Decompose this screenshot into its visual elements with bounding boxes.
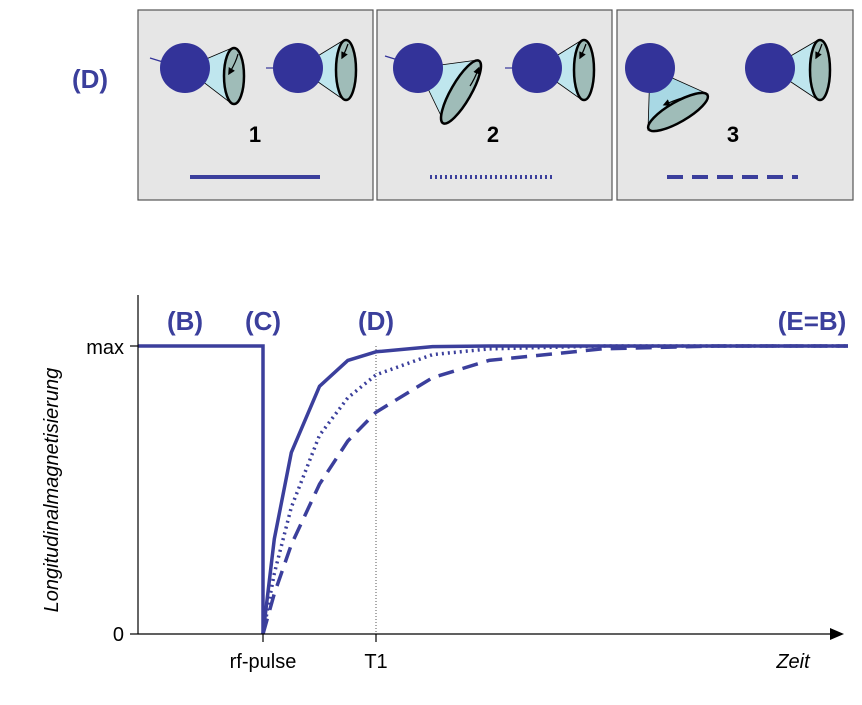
precessing-spin-right bbox=[505, 38, 596, 102]
x-tick-label-rf-pulse: rf-pulse bbox=[230, 651, 297, 673]
panel-number: 2 bbox=[487, 122, 499, 147]
x-axis-label: Zeit bbox=[775, 651, 811, 673]
cone-base-ellipse bbox=[334, 38, 358, 102]
x-tick-label-t1: T1 bbox=[364, 651, 387, 673]
precession-arrow-icon bbox=[579, 43, 587, 60]
precession-panel-3: 3 bbox=[616, 9, 854, 201]
spin-sphere-icon bbox=[393, 43, 443, 93]
spin-sphere-icon bbox=[512, 43, 562, 93]
cone-base-ellipse bbox=[439, 59, 483, 125]
cone-base-ellipse bbox=[222, 46, 246, 106]
spin-sphere-icon bbox=[625, 43, 675, 93]
precession-arrow-icon bbox=[341, 43, 349, 60]
precession-panel-1: 1 bbox=[137, 9, 374, 201]
precession-arrow-icon bbox=[228, 53, 239, 76]
panel-background bbox=[137, 9, 374, 201]
phase-labels: (B) (C) (D) (E=B) bbox=[167, 306, 846, 336]
phase-label-c: (C) bbox=[245, 306, 281, 336]
recovery-curve-dashed bbox=[261, 344, 848, 635]
precession-arrow-icon bbox=[469, 66, 481, 87]
precessing-spin-left bbox=[149, 43, 246, 106]
top-panel-label: (D) bbox=[72, 64, 108, 94]
cone-base-ellipse bbox=[808, 38, 832, 102]
y-tick-label-zero: 0 bbox=[113, 624, 124, 646]
spin-sphere-icon bbox=[745, 43, 795, 93]
cone-base-ellipse bbox=[572, 38, 596, 102]
series-layer bbox=[138, 344, 848, 635]
spin-sphere-icon bbox=[160, 43, 210, 93]
panel-number: 1 bbox=[249, 122, 261, 147]
recovery-curve-dotted bbox=[261, 344, 848, 635]
phase-label-e-equals-b: (E=B) bbox=[778, 306, 847, 336]
panel-background bbox=[376, 9, 613, 201]
precessing-spin-left bbox=[625, 43, 710, 133]
precession-arrow-icon bbox=[815, 43, 823, 60]
precession-arrow-icon bbox=[662, 95, 691, 106]
phase-label-d: (D) bbox=[358, 306, 394, 336]
y-tick-label-max: max bbox=[86, 337, 124, 359]
y-axis-label: Longitudinalmagnetisierung bbox=[41, 368, 63, 613]
panel-number: 3 bbox=[727, 122, 739, 147]
cone-base-ellipse bbox=[646, 91, 710, 133]
precession-panel-2: 2 bbox=[376, 9, 613, 201]
equilibrium-and-pulse-line bbox=[138, 344, 265, 634]
x-axis-arrow-icon bbox=[830, 628, 844, 640]
precessing-spin-right bbox=[745, 38, 832, 102]
precessing-spin-left bbox=[384, 43, 483, 125]
phase-label-b: (B) bbox=[167, 306, 203, 336]
spin-sphere-icon bbox=[273, 43, 323, 93]
recovery-curve-solid bbox=[261, 344, 848, 635]
precessing-spin-right bbox=[266, 38, 358, 102]
relaxation-chart: (B) (C) (D) (E=B) max 0 rf-pulse T1 Zeit… bbox=[41, 295, 848, 673]
